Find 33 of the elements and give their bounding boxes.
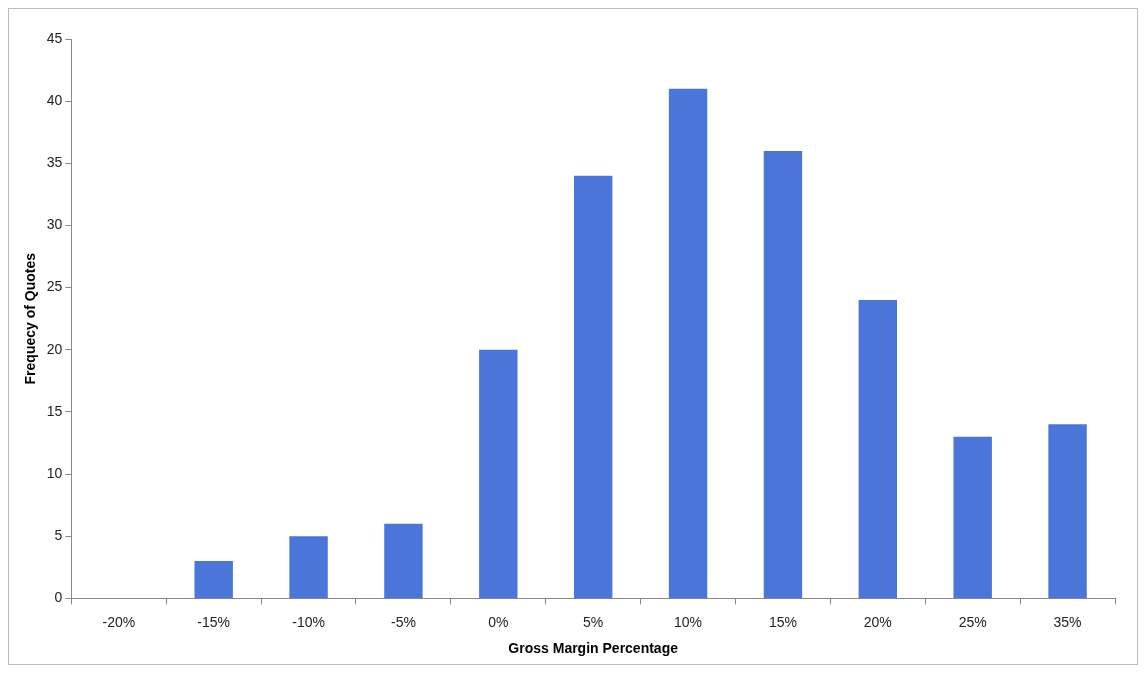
bar [573,175,613,598]
bar [479,349,518,598]
y-tick-label: 15 [46,402,63,419]
y-tick-label: 30 [46,216,63,233]
bar [289,536,328,598]
bar [194,561,233,598]
y-tick-label: 0 [54,589,63,606]
x-axis-title: Gross Margin Percentage [508,640,679,657]
x-tick-label: 5% [583,613,604,630]
x-tick-label: -15% [197,613,231,630]
y-tick-label: 35 [46,154,63,171]
x-tick-label: -10% [292,613,325,630]
bar [668,88,708,598]
y-tick-label: 25 [46,278,63,295]
y-tick-label: 10 [46,464,63,481]
y-tick-label: 45 [46,29,63,46]
bar [763,150,803,598]
x-tick-label: 0% [488,613,509,630]
bar [384,523,423,598]
x-tick-label: 15% [768,613,797,630]
y-tick-label: 40 [46,92,63,109]
x-tick-label: 20% [863,613,892,630]
x-tick-label: 10% [674,613,703,630]
bar [858,300,898,598]
x-tick-label: -20% [102,613,136,630]
y-tick-label: 5 [54,527,63,544]
bar [953,436,992,598]
x-tick-label: 35% [1053,613,1082,630]
y-axis-title: Frequecy of Quotes [22,252,39,385]
y-tick-label: 20 [46,340,63,357]
x-tick-label: -5% [390,613,416,630]
bar [1048,424,1087,598]
x-tick-label: 25% [958,613,987,630]
